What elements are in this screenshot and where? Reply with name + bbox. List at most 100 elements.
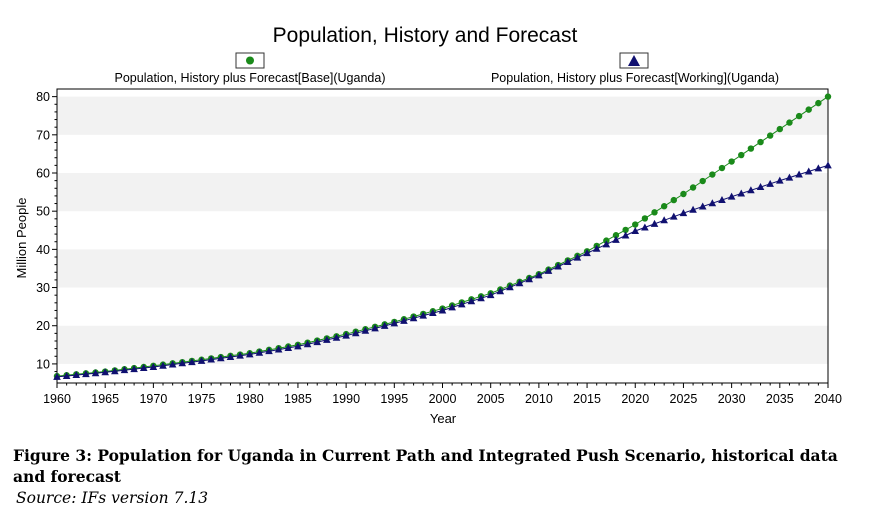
data-point <box>650 219 659 227</box>
data-point <box>670 212 678 220</box>
data-point <box>438 306 447 314</box>
data-point <box>535 271 543 279</box>
data-point <box>332 333 341 341</box>
data-point <box>737 189 746 197</box>
x-tick-label: 1980 <box>236 392 264 406</box>
data-point <box>236 351 244 359</box>
x-tick-label: 1960 <box>43 392 71 406</box>
x-tick-label: 2005 <box>477 392 505 406</box>
plot-band <box>57 173 828 212</box>
data-point <box>409 314 418 322</box>
data-point <box>621 231 630 239</box>
data-point <box>217 354 225 362</box>
x-tick-label: 1970 <box>139 392 167 406</box>
chart-title: Population, History and Forecast <box>273 24 578 47</box>
series-working <box>53 161 832 380</box>
x-tick-label: 1975 <box>188 392 216 406</box>
data-point <box>824 93 832 100</box>
data-point <box>738 151 745 159</box>
x-tick-label: 1965 <box>91 392 119 406</box>
x-tick-label: 2035 <box>766 392 794 406</box>
data-point <box>804 167 813 175</box>
data-point <box>563 258 572 266</box>
data-point <box>351 329 360 337</box>
data-point <box>612 235 620 243</box>
data-point <box>815 99 822 107</box>
y-tick-label: 80 <box>36 90 50 104</box>
data-point <box>660 216 668 224</box>
data-point <box>255 348 264 356</box>
data-point <box>689 184 697 191</box>
data-point <box>486 291 495 299</box>
data-point <box>303 340 312 348</box>
data-point <box>429 309 437 317</box>
x-tick-label: 2010 <box>525 392 553 406</box>
x-tick-label: 1990 <box>332 392 360 406</box>
data-point <box>651 209 658 216</box>
data-point <box>612 232 620 239</box>
x-tick-label: 2030 <box>718 392 746 406</box>
x-tick-label: 1985 <box>284 392 312 406</box>
data-point <box>197 356 206 364</box>
data-point <box>766 132 774 139</box>
y-tick-label: 30 <box>36 281 50 295</box>
data-point <box>477 294 485 302</box>
data-point <box>139 364 148 372</box>
x-axis-label: Year <box>430 411 457 426</box>
plot-area <box>56 88 829 384</box>
y-tick-label: 70 <box>36 128 50 142</box>
x-tick-label: 2040 <box>814 392 842 406</box>
data-point <box>506 283 514 291</box>
data-point <box>515 279 524 287</box>
data-point <box>632 221 639 228</box>
data-point <box>709 171 716 178</box>
data-point <box>766 179 774 187</box>
data-point <box>785 173 794 181</box>
data-point <box>554 262 562 270</box>
data-point <box>274 345 283 353</box>
data-point <box>824 161 832 169</box>
legend-label-base: Population, History plus Forecast[Base](… <box>115 71 386 85</box>
data-point <box>419 311 428 319</box>
data-point <box>728 158 735 165</box>
data-point <box>747 145 755 152</box>
data-point <box>592 244 601 252</box>
legend-circle-marker-icon <box>246 56 254 65</box>
data-point <box>53 372 61 380</box>
data-point <box>361 326 370 334</box>
x-tick-label: 1995 <box>380 392 408 406</box>
population-chart: Population, History and Forecast Populat… <box>14 24 842 426</box>
data-point <box>718 164 726 172</box>
data-point <box>544 266 553 274</box>
series-layer <box>53 93 832 380</box>
data-point <box>670 196 677 204</box>
y-tick-label: 20 <box>36 319 50 333</box>
legend: Population, History plus Forecast[Base](… <box>115 52 779 85</box>
legend-item-working: Population, History plus Forecast[Workin… <box>491 52 779 85</box>
y-tick-label: 60 <box>36 167 50 181</box>
plot-band <box>57 249 828 288</box>
data-point <box>727 192 736 200</box>
data-point <box>188 358 196 366</box>
data-point <box>400 316 408 324</box>
data-point <box>284 343 293 351</box>
data-point <box>805 106 812 113</box>
data-point <box>149 362 158 370</box>
data-point <box>795 112 803 120</box>
x-tick-label: 2000 <box>429 392 457 406</box>
data-point <box>245 350 254 358</box>
data-point <box>342 331 350 339</box>
data-point <box>101 368 109 376</box>
data-point <box>660 203 668 210</box>
data-point <box>380 321 389 329</box>
y-axis-label: Million People <box>14 198 29 279</box>
plot-band <box>57 325 828 364</box>
data-point <box>82 370 90 378</box>
data-point <box>776 125 784 133</box>
data-point <box>178 359 187 367</box>
data-point <box>689 205 697 213</box>
data-point <box>622 226 629 234</box>
data-point <box>641 215 649 222</box>
data-point <box>631 227 640 235</box>
data-point <box>72 371 81 379</box>
